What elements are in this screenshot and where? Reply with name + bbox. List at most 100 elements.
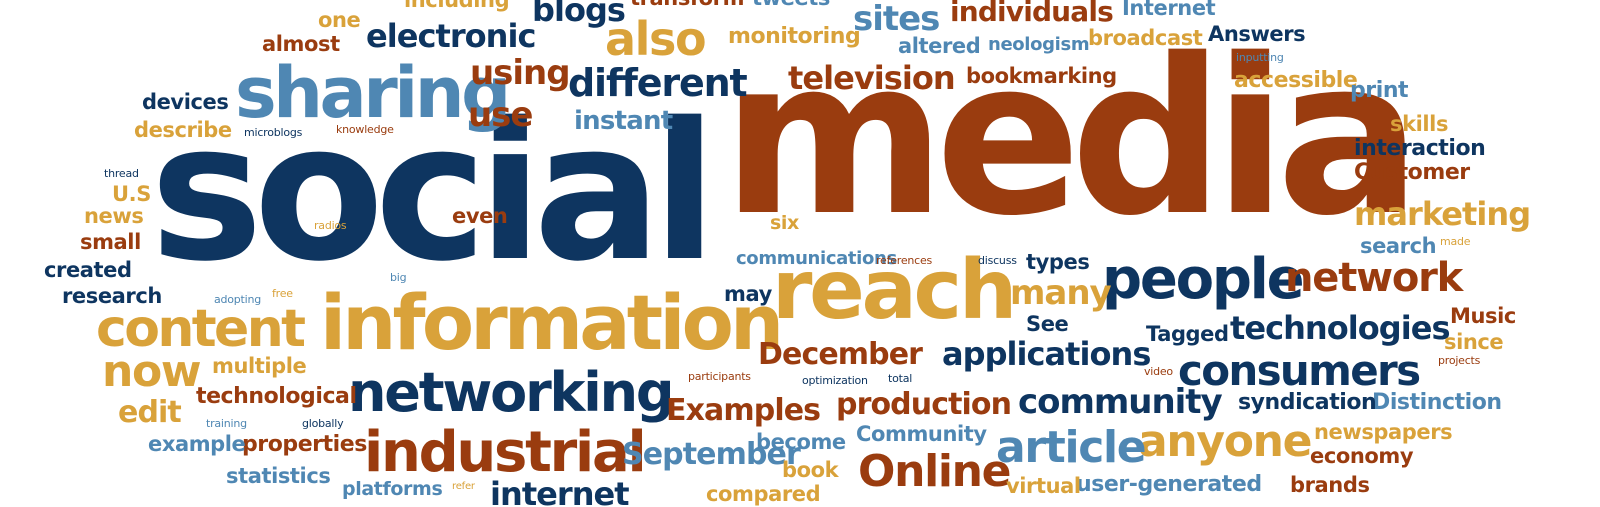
- word-six: six: [770, 212, 799, 234]
- word-people: people: [1102, 247, 1305, 312]
- word-many: many: [1010, 273, 1112, 313]
- word-content: content: [96, 299, 306, 359]
- word-total: total: [888, 372, 913, 385]
- word-anyone: anyone: [1138, 416, 1312, 467]
- word-customer: Customer: [1354, 160, 1470, 185]
- word-video: video: [1144, 365, 1173, 378]
- word-including: including: [404, 0, 510, 12]
- word-internet: Internet: [1122, 0, 1216, 20]
- word-social: social: [150, 82, 717, 303]
- word-internet-bottom: internet: [490, 475, 630, 507]
- word-reach: reach: [772, 243, 1017, 338]
- word-see: See: [1026, 312, 1069, 336]
- word-bookmarking: bookmarking: [966, 64, 1117, 88]
- word-individuals: individuals: [950, 0, 1114, 28]
- word-adopting: adopting: [214, 293, 261, 306]
- word-discuss: discuss: [978, 254, 1017, 267]
- word-broadcast: broadcast: [1088, 26, 1203, 50]
- word-user-generated: user-generated: [1076, 472, 1262, 497]
- word-syndication: syndication: [1238, 390, 1377, 415]
- word-news: news: [84, 204, 144, 228]
- word-newspapers: newspapers: [1314, 420, 1453, 444]
- word-community-cap: Community: [856, 422, 987, 446]
- word-instant: instant: [574, 106, 673, 136]
- word-edit: edit: [118, 395, 182, 430]
- word-network: network: [1285, 255, 1463, 301]
- word-virtual: virtual: [1006, 474, 1081, 498]
- word-us: U.S: [112, 182, 151, 206]
- word-information: information: [320, 278, 784, 367]
- word-research: research: [62, 284, 162, 308]
- word-technologies: technologies: [1230, 309, 1451, 347]
- word-may: may: [724, 282, 772, 306]
- word-accessible: accessible: [1234, 68, 1358, 93]
- word-examples: Examples: [666, 393, 821, 428]
- word-transform: transform: [630, 0, 744, 9]
- word-article: article: [996, 422, 1147, 473]
- word-production: production: [836, 387, 1012, 422]
- word-one: one: [318, 8, 361, 32]
- word-blogs: blogs: [532, 0, 626, 29]
- word-electronic: electronic: [366, 17, 536, 55]
- word-optimization: optimization: [802, 374, 868, 387]
- word-made: made: [1440, 235, 1471, 248]
- word-television: television: [788, 59, 956, 97]
- word-book: book: [782, 458, 839, 482]
- word-networking: networking: [348, 361, 675, 424]
- word-tagged: Tagged: [1146, 322, 1229, 346]
- word-altered: altered: [898, 34, 981, 58]
- word-created: created: [44, 258, 132, 282]
- word-become: become: [756, 430, 846, 454]
- word-tweets: tweets: [752, 0, 830, 9]
- word-small: small: [80, 230, 141, 254]
- word-inputting: inputting: [1236, 51, 1284, 64]
- word-brands: brands: [1290, 473, 1370, 497]
- word-communications: communications: [736, 248, 897, 269]
- word-sharing: sharing: [235, 52, 511, 134]
- word-different: different: [568, 61, 748, 105]
- word-multiple: multiple: [212, 354, 307, 378]
- word-media: media: [722, 12, 1422, 263]
- word-september: September: [622, 437, 801, 472]
- word-compared: compared: [706, 482, 821, 506]
- word-statistics: statistics: [226, 464, 331, 488]
- word-marketing: marketing: [1354, 195, 1531, 233]
- word-properties: properties: [242, 432, 367, 457]
- word-types: types: [1026, 250, 1090, 274]
- word-almost: almost: [262, 32, 340, 56]
- word-music: Music: [1450, 304, 1516, 328]
- word-references: references: [876, 254, 933, 267]
- word-using: using: [470, 53, 571, 93]
- word-online: Online: [858, 446, 1011, 497]
- word-refer: refer: [452, 481, 475, 492]
- word-big: big: [390, 271, 407, 284]
- word-describe: describe: [134, 118, 232, 142]
- word-consumers: consumers: [1178, 346, 1421, 395]
- word-monitoring: monitoring: [728, 24, 861, 49]
- word-example: example: [148, 432, 246, 456]
- word-december: December: [758, 337, 923, 372]
- word-projects: projects: [1438, 354, 1481, 367]
- word-applications: applications: [942, 335, 1151, 373]
- word-answers: Answers: [1208, 22, 1306, 46]
- word-skills: skills: [1390, 112, 1449, 136]
- word-print: print: [1350, 78, 1409, 103]
- word-training: training: [206, 417, 247, 430]
- word-microblogs: microblogs: [244, 126, 303, 139]
- word-globally: globally: [302, 417, 344, 430]
- word-devices: devices: [142, 90, 229, 114]
- word-technological: technological: [196, 384, 357, 409]
- word-even: even: [452, 204, 508, 228]
- word-economy: economy: [1310, 444, 1414, 468]
- word-since: since: [1444, 330, 1504, 354]
- word-free: free: [272, 287, 293, 300]
- word-thread: thread: [104, 167, 139, 180]
- word-neologism: neologism: [988, 34, 1090, 55]
- word-knowledge: knowledge: [336, 123, 394, 136]
- word-now: now: [102, 346, 202, 397]
- word-platforms: platforms: [342, 478, 443, 500]
- word-distinction: Distinction: [1372, 390, 1502, 415]
- word-radios: radios: [314, 219, 347, 232]
- word-sites: sites: [853, 0, 940, 39]
